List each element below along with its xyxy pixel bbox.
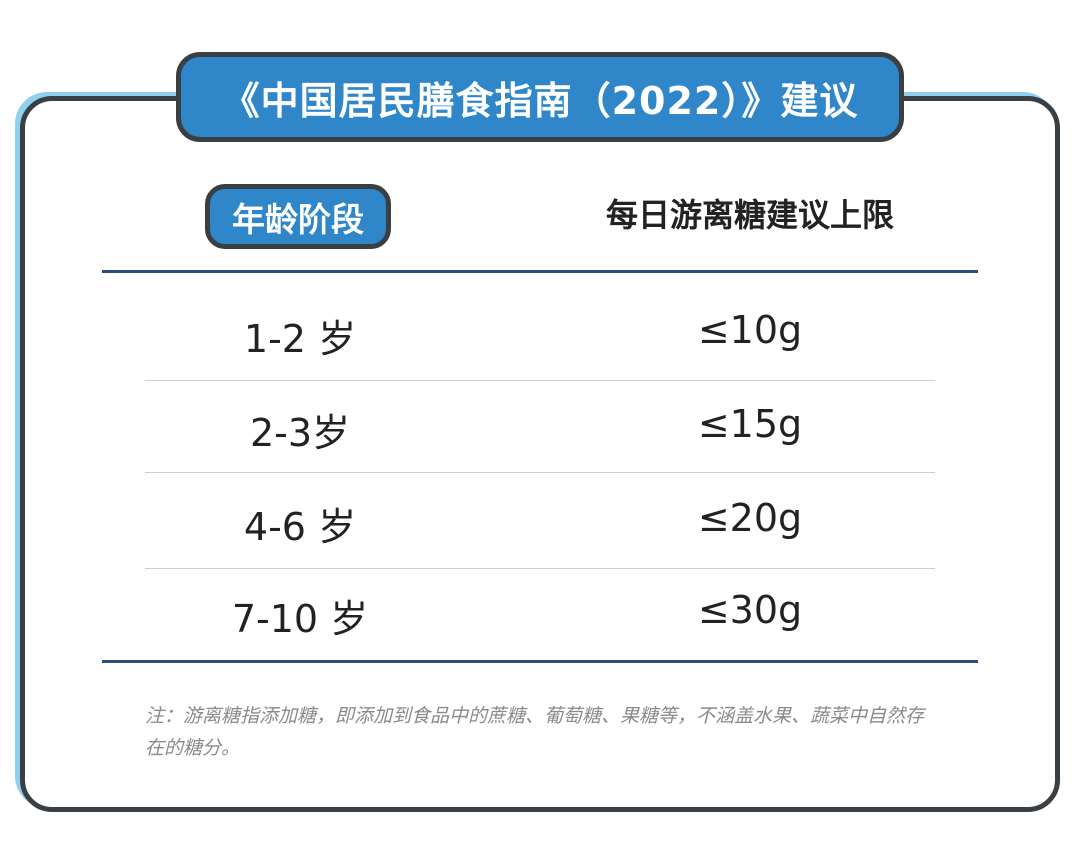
footer-rule: [102, 660, 978, 663]
column-header-age: 年龄阶段: [205, 184, 391, 249]
row-age: 1-2 岁: [243, 317, 357, 361]
row-age: 7-10 岁: [231, 597, 369, 641]
footnote: 注：游离糖指添加糖，即添加到食品中的蔗糖、葡萄糖、果糖等，不涵盖水果、蔬菜中自然…: [145, 705, 925, 759]
row-limit: ≤20g: [697, 496, 803, 540]
column-header-limit: 每日游离糖建议上限: [605, 196, 894, 234]
row-age: 2-3岁: [249, 411, 351, 455]
page-title: 《中国居民膳食指南（2022）》建议: [176, 52, 904, 142]
row-divider: [145, 380, 935, 381]
row-divider: [145, 472, 935, 473]
table-card: [20, 96, 1060, 812]
row-limit: ≤15g: [697, 402, 803, 446]
row-limit: ≤10g: [697, 308, 803, 352]
row-divider: [145, 568, 935, 569]
header-rule: [102, 270, 978, 273]
row-age: 4-6 岁: [243, 505, 357, 549]
row-limit: ≤30g: [697, 588, 803, 632]
